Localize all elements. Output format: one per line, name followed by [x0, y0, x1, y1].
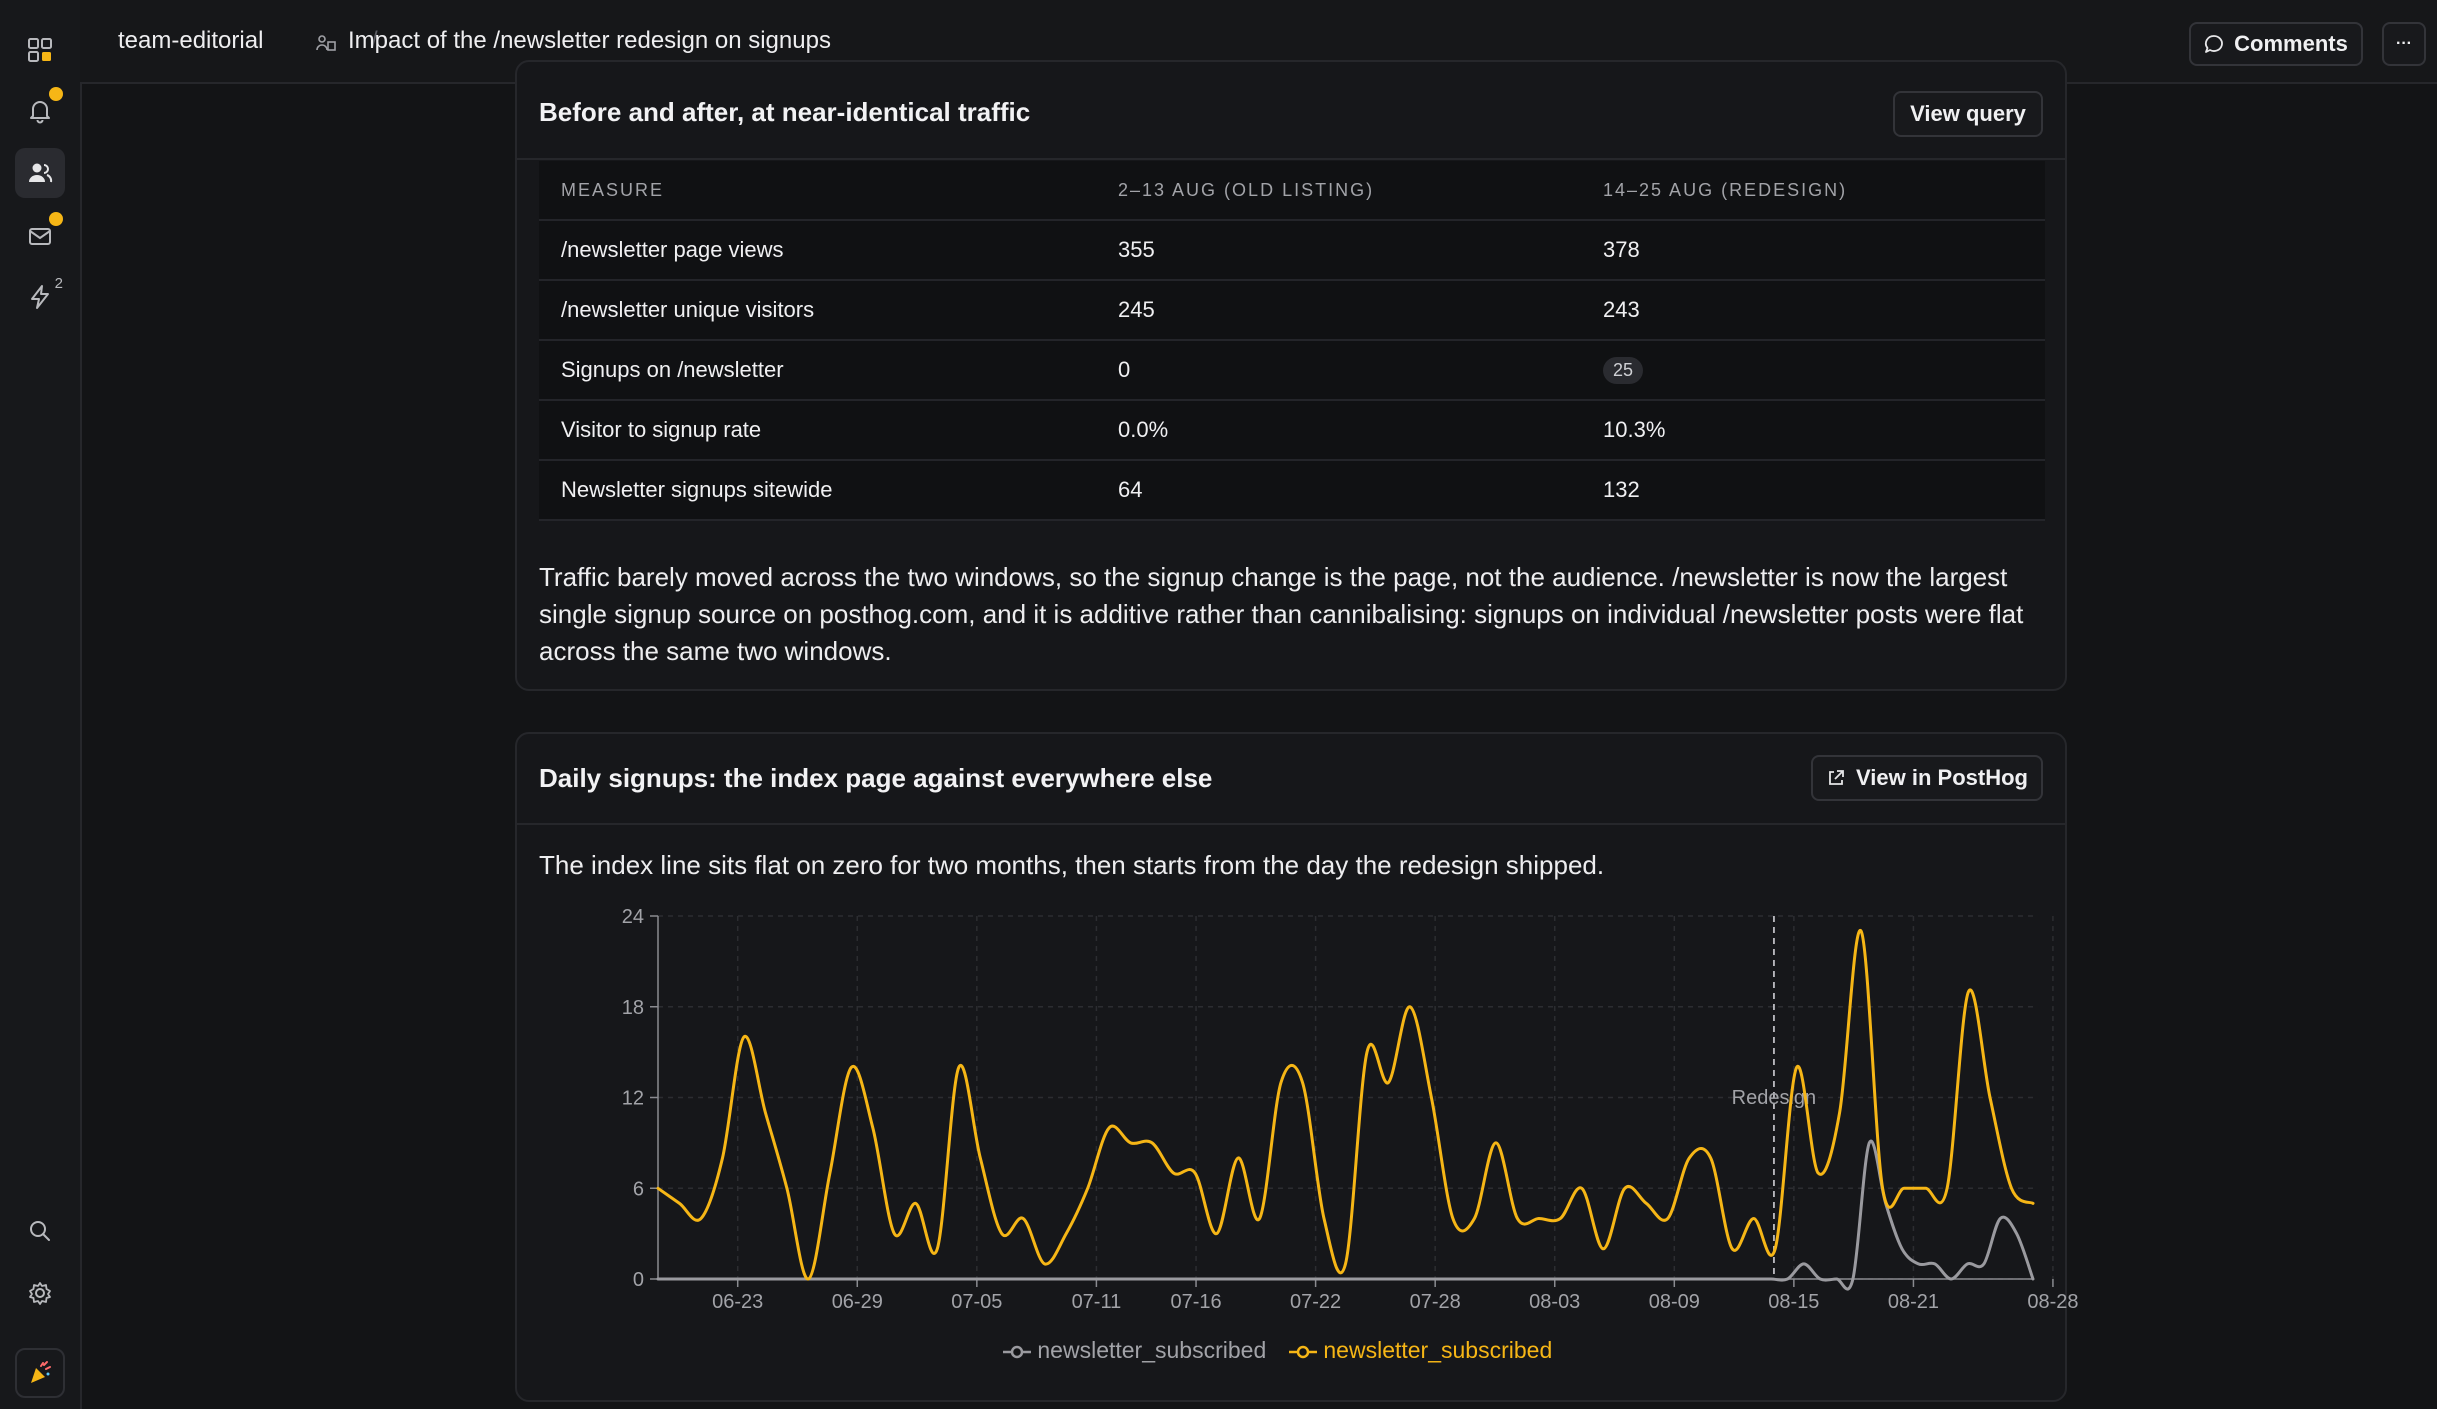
legend-item-grey[interactable]: newsletter_subscribed: [1003, 1337, 1266, 1364]
breadcrumb-team[interactable]: team-editorial: [118, 27, 264, 54]
rail-whats-new[interactable]: [15, 1348, 65, 1398]
column-header: 14–25 AUG (REDESIGN): [1581, 161, 2045, 221]
rail-settings[interactable]: [15, 1268, 65, 1318]
comparison-card-title: Before and after, at near-identical traf…: [539, 97, 1031, 127]
rail-products[interactable]: [15, 25, 65, 75]
notification-dot: [49, 87, 63, 101]
comparison-card: Before and after, at near-identical traf…: [515, 60, 2067, 691]
page-title: Impact of the /newsletter redesign on si…: [348, 27, 831, 54]
table-header-row: MEASURE 2–13 AUG (OLD LISTING) 14–25 AUG…: [539, 161, 2045, 221]
measure-cell: /newsletter unique visitors: [539, 280, 1096, 341]
people-icon: [29, 163, 53, 183]
highlight-badge: 25: [1603, 357, 1644, 384]
gear-icon: [29, 1282, 51, 1305]
chart-card: Daily signups: the index page against ev…: [515, 732, 2067, 1402]
after-cell: 25: [1581, 340, 2045, 401]
legend-item-yellow[interactable]: newsletter_subscribed: [1289, 1337, 1552, 1364]
column-header: 2–13 AUG (OLD LISTING): [1096, 161, 1581, 221]
comments-button[interactable]: Comments: [2189, 22, 2363, 66]
grid-icon: [28, 38, 52, 62]
before-cell: 245: [1096, 280, 1581, 341]
bell-icon: [30, 101, 50, 124]
rail-activity[interactable]: 2: [15, 272, 65, 322]
table-row: Newsletter signups sitewide 64 132: [539, 460, 2045, 521]
table-row: Signups on /newsletter 0 25: [539, 340, 2045, 401]
rail-notifications[interactable]: [15, 86, 65, 136]
comparison-summary: Traffic barely moved across the two wind…: [539, 562, 2024, 666]
measure-cell: Visitor to signup rate: [539, 400, 1096, 461]
view-query-button[interactable]: View query: [1893, 91, 2043, 137]
table-row: Visitor to signup rate 0.0% 10.3%: [539, 400, 2045, 461]
chart-card-title: Daily signups: the index page against ev…: [539, 763, 1213, 793]
legend-yellow-marker-icon: [1289, 1345, 1317, 1359]
search-icon: [30, 1221, 50, 1241]
column-header: MEASURE: [539, 161, 1096, 221]
comments-label: Comments: [2234, 31, 2348, 56]
left-nav-rail: 2: [0, 0, 82, 1409]
legend-grey-marker-icon: [1003, 1345, 1031, 1359]
before-cell: 355: [1096, 220, 1581, 281]
chart-caption: The index line sits flat on zero for two…: [539, 850, 1605, 880]
before-cell: 64: [1096, 460, 1581, 521]
before-cell: 0.0%: [1096, 400, 1581, 461]
rail-search[interactable]: [15, 1206, 65, 1256]
external-link-icon: [1829, 770, 1844, 785]
after-cell: 243: [1581, 280, 2045, 341]
after-cell: 10.3%: [1581, 400, 2045, 461]
after-cell: 132: [1581, 460, 2045, 521]
party-popper-icon: [31, 1361, 51, 1383]
table-row: /newsletter unique visitors 245 243: [539, 280, 2045, 341]
before-cell: 0: [1096, 340, 1581, 401]
breadcrumb-separator: /: [371, 27, 378, 54]
after-cell: 378: [1581, 220, 2045, 281]
lightning-icon: [31, 285, 49, 309]
legend-grey-label: newsletter_subscribed: [1037, 1337, 1267, 1363]
legend-yellow-label: newsletter_subscribed: [1323, 1337, 1553, 1363]
mail-icon: [29, 228, 51, 245]
measure-cell: /newsletter page views: [539, 220, 1096, 281]
measure-cell: Signups on /newsletter: [539, 340, 1096, 401]
comparison-table: MEASURE 2–13 AUG (OLD LISTING) 14–25 AUG…: [539, 161, 2045, 521]
notebook-icon: [316, 35, 336, 51]
view-query-label: View query: [1910, 101, 2026, 126]
rail-inbox[interactable]: [15, 211, 65, 261]
more-menu-button[interactable]: ···: [2382, 22, 2426, 66]
measure-cell: Newsletter signups sitewide: [539, 460, 1096, 521]
more-icon: ···: [2396, 35, 2412, 52]
view-in-posthog-button[interactable]: View in PostHog: [1811, 755, 2043, 801]
activity-count: 2: [54, 275, 63, 292]
comment-icon: [2205, 35, 2223, 53]
inbox-dot: [49, 212, 63, 226]
table-row: /newsletter page views 355 378: [539, 220, 2045, 281]
view-in-posthog-label: View in PostHog: [1856, 765, 2028, 790]
rail-people[interactable]: [15, 148, 65, 198]
